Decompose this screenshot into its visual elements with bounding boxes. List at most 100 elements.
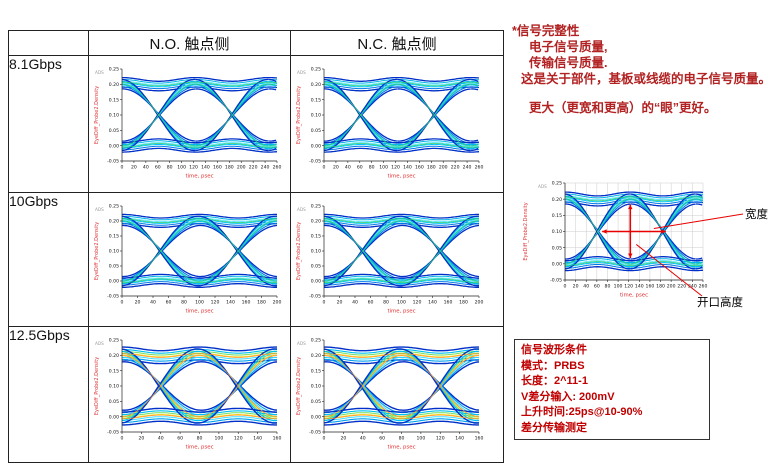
- svg-text:120: 120: [391, 165, 400, 171]
- svg-text:60: 60: [166, 300, 172, 306]
- svg-text:20: 20: [573, 284, 579, 290]
- svg-text:20: 20: [337, 300, 343, 306]
- svg-text:time, psec: time, psec: [185, 174, 213, 180]
- svg-text:EyeDiff_Probe2.Density: EyeDiff_Probe2.Density: [94, 86, 100, 144]
- svg-text:20: 20: [131, 165, 137, 171]
- notes-line-4: 这是关于部件，基板或线缆的电子信号质量。: [521, 72, 772, 86]
- svg-text:100: 100: [177, 165, 186, 171]
- svg-text:160: 160: [444, 300, 453, 306]
- svg-text:ADS: ADS: [95, 207, 104, 212]
- svg-text:220: 220: [249, 165, 258, 171]
- notes-title: *信号完整性: [512, 24, 580, 38]
- eye-diagram-8.1gbps-nc: ADS 0 20 40 60 80 100 120 140 160 180 200 220 240 260 -…: [294, 58, 503, 191]
- svg-text:60: 60: [368, 300, 374, 306]
- svg-text:200: 200: [237, 165, 246, 171]
- svg-text:20: 20: [333, 165, 339, 171]
- svg-text:160: 160: [242, 300, 251, 306]
- svg-text:EyeDiff_Probe2.Density: EyeDiff_Probe2.Density: [296, 86, 302, 144]
- conditions-title: 信号波形条件: [521, 344, 587, 356]
- svg-text:ADS: ADS: [95, 70, 104, 75]
- svg-text:40: 40: [158, 436, 164, 442]
- table-header-row: N.O. 触点侧 N.C. 触点侧: [8, 30, 504, 56]
- svg-text:0.25: 0.25: [109, 204, 119, 210]
- svg-text:220: 220: [451, 165, 460, 171]
- svg-text:200: 200: [667, 284, 676, 290]
- svg-text:0: 0: [564, 284, 567, 290]
- svg-text:240: 240: [688, 284, 697, 290]
- svg-text:EyeDiff_Probe2.Density: EyeDiff_Probe2.Density: [296, 357, 302, 415]
- svg-text:200: 200: [439, 165, 448, 171]
- eye-diagram-10gbps-no: ADS 0 20 40 60 80 100 120 140 160 180 200 -0.05 0.00 0…: [92, 195, 290, 326]
- svg-text:40: 40: [352, 300, 358, 306]
- svg-text:200: 200: [273, 300, 282, 306]
- svg-text:0.10: 0.10: [311, 249, 321, 255]
- svg-text:0: 0: [323, 300, 326, 306]
- eye-diagram-8.1gbps-no: ADS 0 20 40 60 80 100 120 140 160 180 200 220 240 260 -…: [92, 58, 290, 191]
- svg-text:0.20: 0.20: [311, 219, 321, 225]
- svg-text:160: 160: [213, 165, 222, 171]
- svg-text:0.25: 0.25: [552, 181, 562, 187]
- svg-text:180: 180: [257, 300, 266, 306]
- svg-text:80: 80: [605, 284, 611, 290]
- svg-text:0.10: 0.10: [109, 249, 119, 255]
- table-row-8.1gbps: 8.1Gbps ADS 0 20 40 60 80 100 120 140 160 180 200 22…: [8, 55, 504, 193]
- svg-text:EyeDiff_Probe2.Density: EyeDiff_Probe2.Density: [94, 357, 100, 415]
- svg-text:0.25: 0.25: [311, 204, 321, 210]
- svg-text:0.05: 0.05: [552, 245, 562, 251]
- svg-text:0.20: 0.20: [109, 353, 119, 359]
- svg-text:0.05: 0.05: [311, 128, 321, 134]
- svg-text:0.05: 0.05: [311, 399, 321, 405]
- svg-text:100: 100: [214, 436, 223, 442]
- svg-text:0.20: 0.20: [552, 197, 562, 203]
- svg-text:100: 100: [614, 284, 623, 290]
- table-row-10gbps: 10Gbps ADS 0 20 40 60 80 100 120 140 160 180 200 -0.…: [8, 192, 504, 327]
- svg-text:0: 0: [121, 300, 124, 306]
- svg-text:0.05: 0.05: [311, 264, 321, 270]
- svg-text:time, psec: time, psec: [387, 445, 415, 451]
- svg-text:140: 140: [428, 300, 437, 306]
- col-header-nc: N.C. 触点侧: [290, 30, 504, 56]
- svg-text:80: 80: [383, 300, 389, 306]
- svg-text:-0.05: -0.05: [550, 278, 562, 284]
- eye-diagram-table: N.O. 触点侧 N.C. 触点侧 8.1Gbps ADS 0 20 40 60 80 10…: [8, 30, 504, 463]
- svg-text:ADS: ADS: [95, 341, 104, 346]
- eye-diagram-annotated: ADS 0 20 40 60 80 100 120 140 160 180 200 220 240 260 -…: [521, 170, 776, 340]
- svg-text:0.15: 0.15: [109, 97, 119, 103]
- svg-text:ADS: ADS: [297, 70, 306, 75]
- svg-text:140: 140: [201, 165, 210, 171]
- svg-text:0.05: 0.05: [109, 399, 119, 405]
- svg-text:260: 260: [273, 165, 282, 171]
- svg-text:0.25: 0.25: [311, 338, 321, 344]
- svg-text:140: 140: [635, 284, 644, 290]
- svg-text:-0.05: -0.05: [309, 294, 321, 300]
- svg-text:0: 0: [323, 165, 326, 171]
- svg-text:80: 80: [399, 436, 405, 442]
- svg-text:0.15: 0.15: [311, 97, 321, 103]
- svg-text:160: 160: [273, 436, 282, 442]
- svg-text:140: 140: [226, 300, 235, 306]
- svg-text:200: 200: [475, 300, 484, 306]
- condition-measure: 差分传输测定: [521, 421, 587, 434]
- svg-text:time, psec: time, psec: [620, 293, 648, 299]
- svg-text:20: 20: [138, 436, 144, 442]
- svg-text:0.00: 0.00: [109, 414, 119, 420]
- svg-text:time, psec: time, psec: [387, 309, 415, 315]
- svg-text:240: 240: [261, 165, 270, 171]
- svg-text:20: 20: [340, 436, 346, 442]
- svg-text:60: 60: [357, 165, 363, 171]
- svg-text:240: 240: [463, 165, 472, 171]
- condition-mode: 模式：PRBS: [521, 359, 585, 372]
- svg-text:ADS: ADS: [538, 184, 547, 189]
- svg-text:120: 120: [211, 300, 220, 306]
- svg-text:time, psec: time, psec: [185, 309, 213, 315]
- svg-text:260: 260: [699, 284, 708, 290]
- svg-text:40: 40: [150, 300, 156, 306]
- notes-line-2: 电子信号质量,: [529, 40, 608, 54]
- row-label-8.1gbps: 8.1Gbps: [8, 55, 89, 193]
- svg-text:80: 80: [369, 165, 375, 171]
- svg-text:0.15: 0.15: [109, 234, 119, 240]
- col-header-no: N.O. 触点侧: [88, 30, 291, 56]
- svg-text:80: 80: [167, 165, 173, 171]
- svg-text:-0.05: -0.05: [107, 430, 119, 436]
